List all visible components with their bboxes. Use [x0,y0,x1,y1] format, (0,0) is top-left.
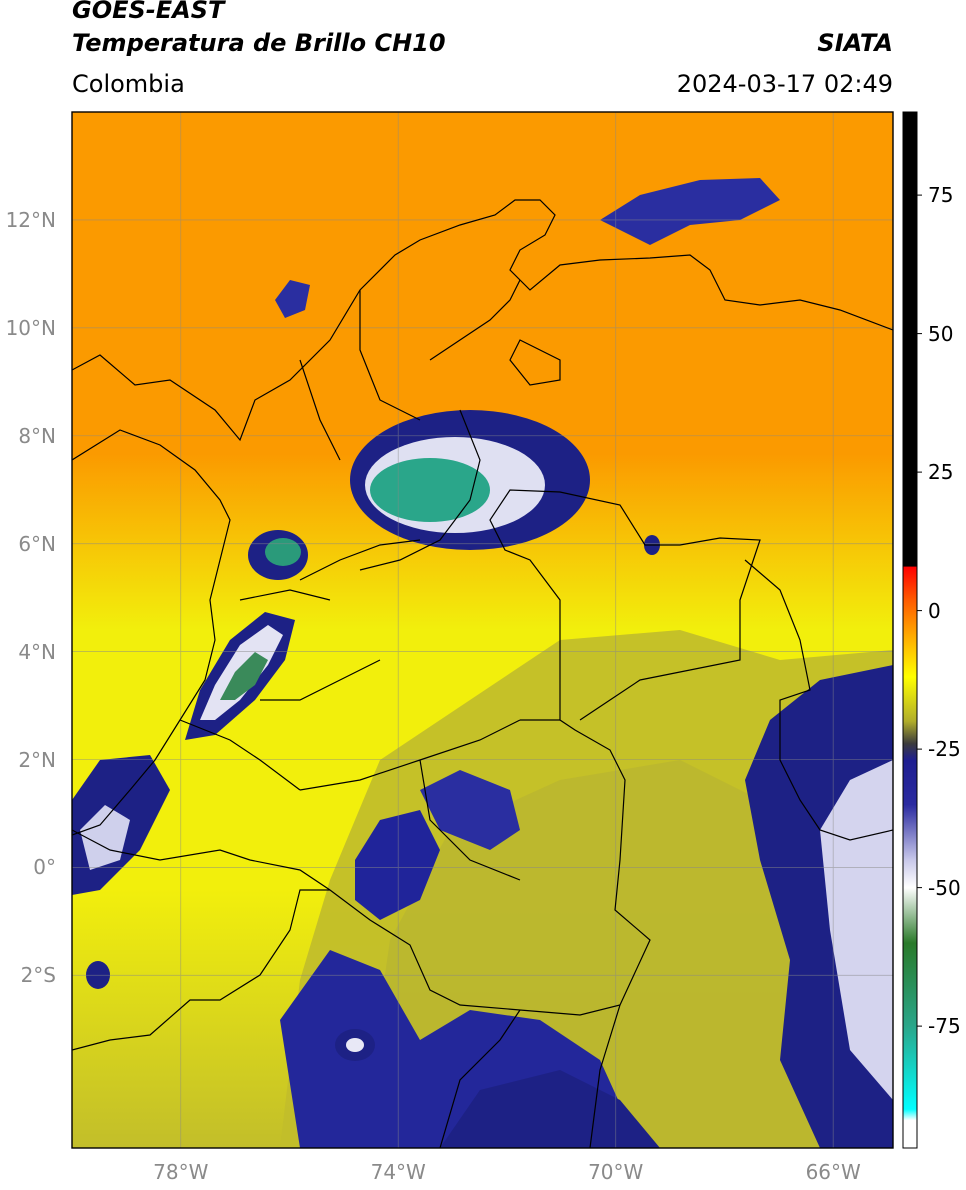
borders [72,199,893,1148]
region-label: Colombia [72,70,185,98]
cloud-ne [600,178,780,245]
storm-cell-2-core [265,538,301,566]
product-title: Temperatura de Brillo CH10 [72,29,446,57]
lon-tick-label: 74°W [370,1160,426,1184]
imagery-layer [72,112,893,1148]
lat-tick-label: 10°N [5,315,56,340]
colorbar [903,112,917,1148]
lat-tick-label: 2°N [18,747,56,772]
colorbar-tick-label: 75 [928,183,954,208]
colorbar-tick-label: 0 [928,598,941,623]
lon-tick-label: 78°W [153,1160,209,1184]
colorbar-frame [902,111,918,1149]
cloud-center-2 [420,770,520,850]
lon-tick-label: 66°W [805,1160,861,1184]
lat-tick-label: 12°N [5,207,56,232]
colorbar-tick-label: 25 [928,460,954,485]
cloud-sw [440,1070,660,1148]
institution-label: SIATA [817,29,893,57]
cloud-east-white [820,760,893,1100]
colorbar-tick-label: 50 [928,321,954,346]
plot-frame [71,111,894,1149]
lat-tick-label: 0° [33,855,56,880]
storm-cell-core [370,458,490,522]
cloud-west-white [80,805,130,870]
lat-tick-label: 4°N [18,639,56,664]
lat-tick-label: 2°S [20,963,56,988]
cloud-nw-blob [275,280,310,318]
colorbar-tick-label: -50 [928,875,961,900]
lat-tick-label: 6°N [18,531,56,556]
colorbar-ticks [917,194,922,1027]
lon-tick-label: 70°W [588,1160,644,1184]
cloud-center [355,810,440,920]
colorbar-tick-label: -75 [928,1014,961,1039]
satellite-title: GOES-EAST [72,0,225,24]
colorbar-tick-label: -25 [928,737,961,762]
datetime-label: 2024-03-17 02:49 [676,70,893,98]
graticule [72,112,893,1148]
cell-sw-2-core [346,1038,364,1052]
lat-tick-label: 8°N [18,423,56,448]
storm-cell-3-core [220,652,268,700]
